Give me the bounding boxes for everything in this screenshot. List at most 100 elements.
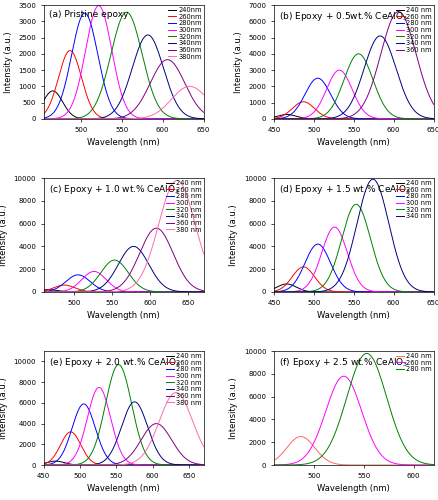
340 nm [370, 176, 375, 182]
240 nm [223, 462, 228, 468]
260 nm [336, 289, 341, 295]
320 nm [223, 462, 228, 468]
340 nm [220, 289, 225, 295]
260 nm [241, 462, 247, 468]
380 nm [219, 460, 224, 466]
360 nm [271, 116, 276, 122]
280nm [97, 59, 102, 65]
Legend: 240 nm, 260 nm, 280 nm, 300 nm, 320 nm, 340 nm, 360 nm, 380 nm: 240 nm, 260 nm, 280 nm, 300 nm, 320 nm, … [165, 352, 202, 406]
300nm [40, 116, 46, 122]
360 nm [198, 287, 203, 293]
380nm [226, 112, 231, 118]
280 nm [335, 424, 340, 430]
380 nm [97, 289, 102, 295]
380nm [17, 116, 22, 122]
340nm [53, 116, 58, 122]
280 nm [42, 462, 48, 468]
380 nm [42, 289, 47, 295]
260 nm [266, 462, 272, 468]
300 nm [106, 279, 111, 285]
380 nm [220, 284, 225, 290]
360 nm [197, 461, 202, 467]
340 nm [131, 244, 136, 250]
280 nm [336, 276, 341, 282]
320 nm [42, 462, 48, 468]
Y-axis label: Intensity (a.u.): Intensity (a.u.) [4, 31, 13, 92]
300nm [97, 3, 102, 9]
320 nm [271, 116, 276, 122]
240nm [53, 89, 58, 95]
360 nm [106, 288, 111, 294]
Line: 260 nm: 260 nm [250, 102, 438, 119]
380nm [222, 110, 227, 116]
300 nm [337, 67, 342, 73]
280 nm [247, 289, 253, 295]
240nm [222, 116, 227, 122]
320 nm [116, 362, 121, 368]
240 nm [46, 286, 51, 292]
300nm [226, 116, 231, 122]
260 nm [54, 284, 59, 290]
280 nm [42, 288, 47, 294]
340 nm [97, 285, 102, 291]
320 nm [198, 289, 203, 295]
Text: (e) Epoxy + 2.0 wt.% CeAlO$_3$: (e) Epoxy + 2.0 wt.% CeAlO$_3$ [49, 356, 180, 368]
280nm [199, 116, 204, 122]
260 nm [335, 378, 340, 384]
240 nm [42, 460, 48, 466]
340 nm [19, 462, 25, 468]
Line: 260nm: 260nm [19, 50, 228, 119]
Line: 240 nm: 240 nm [22, 461, 225, 465]
240 nm [97, 289, 102, 295]
360 nm [106, 462, 111, 468]
340 nm [223, 462, 228, 468]
Line: 260 nm: 260 nm [250, 267, 438, 292]
280nm [17, 116, 22, 122]
320nm [53, 116, 58, 122]
240nm [226, 116, 231, 122]
260 nm [279, 462, 285, 468]
280 nm [327, 258, 332, 264]
360 nm [18, 289, 24, 295]
320 nm [428, 289, 434, 295]
X-axis label: Wavelength (nm): Wavelength (nm) [87, 484, 160, 493]
Y-axis label: Intensity (a.u.): Intensity (a.u.) [0, 378, 8, 439]
300 nm [54, 288, 59, 294]
320nm [97, 92, 102, 98]
340nm [199, 116, 204, 121]
360 nm [97, 288, 102, 294]
Line: 300 nm: 300 nm [21, 272, 226, 292]
300 nm [332, 224, 337, 230]
240 nm [247, 116, 253, 122]
Line: 360 nm: 360 nm [250, 12, 438, 119]
240 nm [55, 458, 60, 464]
380 nm [19, 462, 25, 468]
340 nm [106, 277, 111, 283]
380 nm [97, 462, 102, 468]
Line: 320 nm: 320 nm [22, 364, 225, 465]
Line: 240 nm: 240 nm [244, 436, 438, 465]
320 nm [18, 289, 24, 295]
360 nm [220, 289, 225, 295]
Line: 320 nm: 320 nm [250, 54, 438, 119]
280 nm [106, 456, 112, 462]
Line: 340 nm: 340 nm [21, 246, 226, 292]
300 nm [224, 289, 229, 295]
260 nm [283, 282, 289, 288]
260 nm [433, 462, 438, 468]
240 nm [283, 281, 289, 287]
380nm [106, 116, 111, 122]
Text: (a) Pristine epoxy: (a) Pristine epoxy [49, 10, 128, 18]
280 nm [220, 289, 225, 295]
280 nm [219, 462, 224, 468]
300 nm [271, 116, 276, 122]
240 nm [224, 289, 229, 295]
240 nm [19, 462, 25, 468]
280 nm [279, 462, 285, 468]
240 nm [283, 112, 289, 117]
340 nm [18, 289, 24, 295]
360nm [97, 116, 102, 122]
320 nm [271, 289, 276, 295]
320 nm [336, 248, 341, 254]
340 nm [42, 462, 48, 468]
